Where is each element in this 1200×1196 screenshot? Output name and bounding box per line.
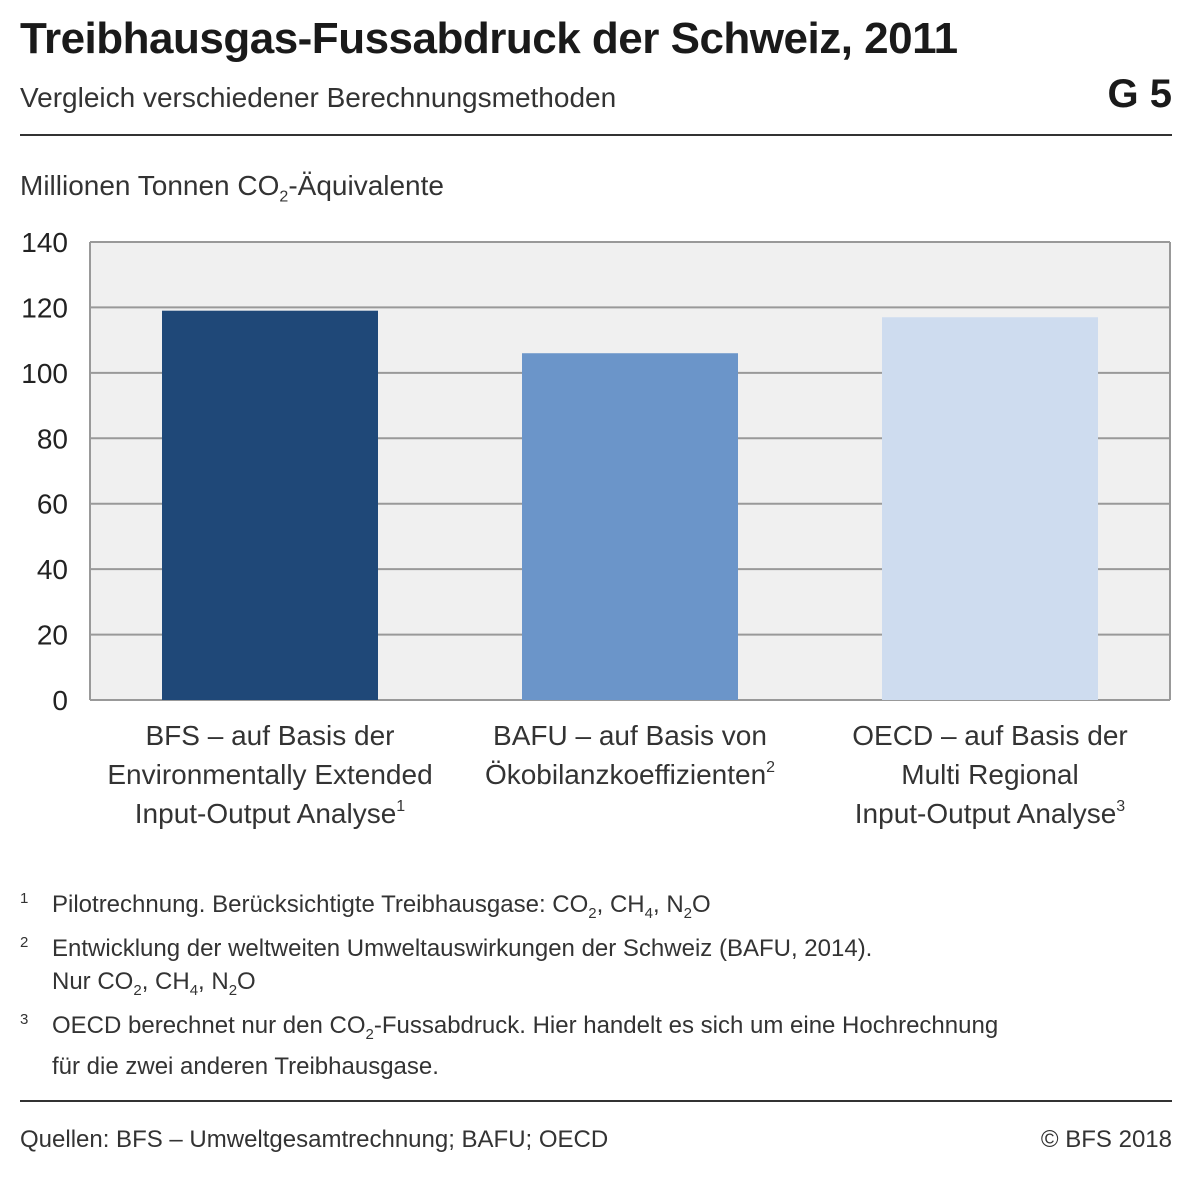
footnote-text: OECD berechnet nur den CO2-Fussabdruck. … [52, 1011, 999, 1081]
y-tick-label: 80 [37, 423, 68, 454]
bar-chart: 0 20 40 60 80 100 120 140 BFS – auf Basis der Env… [21, 227, 1171, 829]
figure-number-badge: G 5 [1107, 72, 1172, 116]
y-tick-label: 60 [37, 489, 68, 520]
footnote-number: 3 [20, 1010, 29, 1028]
x-tick-label: BAFU – auf Basis von Ökobilanzkoeffizient… [485, 720, 775, 790]
footnote-number: 1 [20, 890, 29, 907]
y-tick-label: 40 [37, 554, 68, 585]
x-tick-label: OECD – auf Basis der Multi Regional Input-… [852, 720, 1127, 829]
footnote: 2 Entwicklung der weltweiten Umweltauswir… [20, 932, 1160, 1007]
bar [522, 353, 738, 700]
footnote-marker: 3 [1116, 798, 1125, 815]
chart-title: Treibhausgas-Fussabdruck der Schweiz, 20… [20, 14, 958, 63]
bar [882, 317, 1098, 700]
bar [162, 310, 378, 700]
y-tick-label: 120 [21, 292, 68, 323]
footnotes: 1 Pilotrechnung. Berücksichtigte Treibhau… [20, 888, 1160, 1085]
y-tick-label: 140 [21, 227, 68, 258]
y-tick-label: 100 [21, 358, 68, 389]
footer-divider [20, 1100, 1172, 1102]
copyright-text: © BFS 2018 [1040, 1126, 1172, 1153]
chart-subtitle: Vergleich verschiedener Berechnungsmetho… [20, 82, 617, 113]
y-tick-label: 0 [52, 685, 68, 716]
footnote-number: 2 [20, 933, 29, 951]
footnote-text: Pilotrechnung. Berücksichtigte Treibhaus… [52, 891, 711, 922]
footnote: 1 Pilotrechnung. Berücksichtigte Treibhau… [20, 888, 1160, 930]
header-divider [20, 134, 1172, 136]
footnote-text: Entwicklung der weltweiten Umweltauswirk… [52, 934, 873, 999]
footnote: 3 OECD berechnet nur den CO2-Fussabdruck.… [20, 1009, 1160, 1084]
x-tick-label: BFS – auf Basis der Environmentally Exten… [107, 720, 432, 829]
sources-text: Quellen: BFS – Umweltgesamtrechnung; BAF… [20, 1126, 609, 1153]
footnote-marker: 2 [766, 759, 775, 776]
y-tick-label: 20 [37, 620, 68, 651]
y-axis-unit-label: Millionen Tonnen CO2-Äquivalente [20, 170, 444, 206]
footnote-marker: 1 [396, 798, 405, 815]
